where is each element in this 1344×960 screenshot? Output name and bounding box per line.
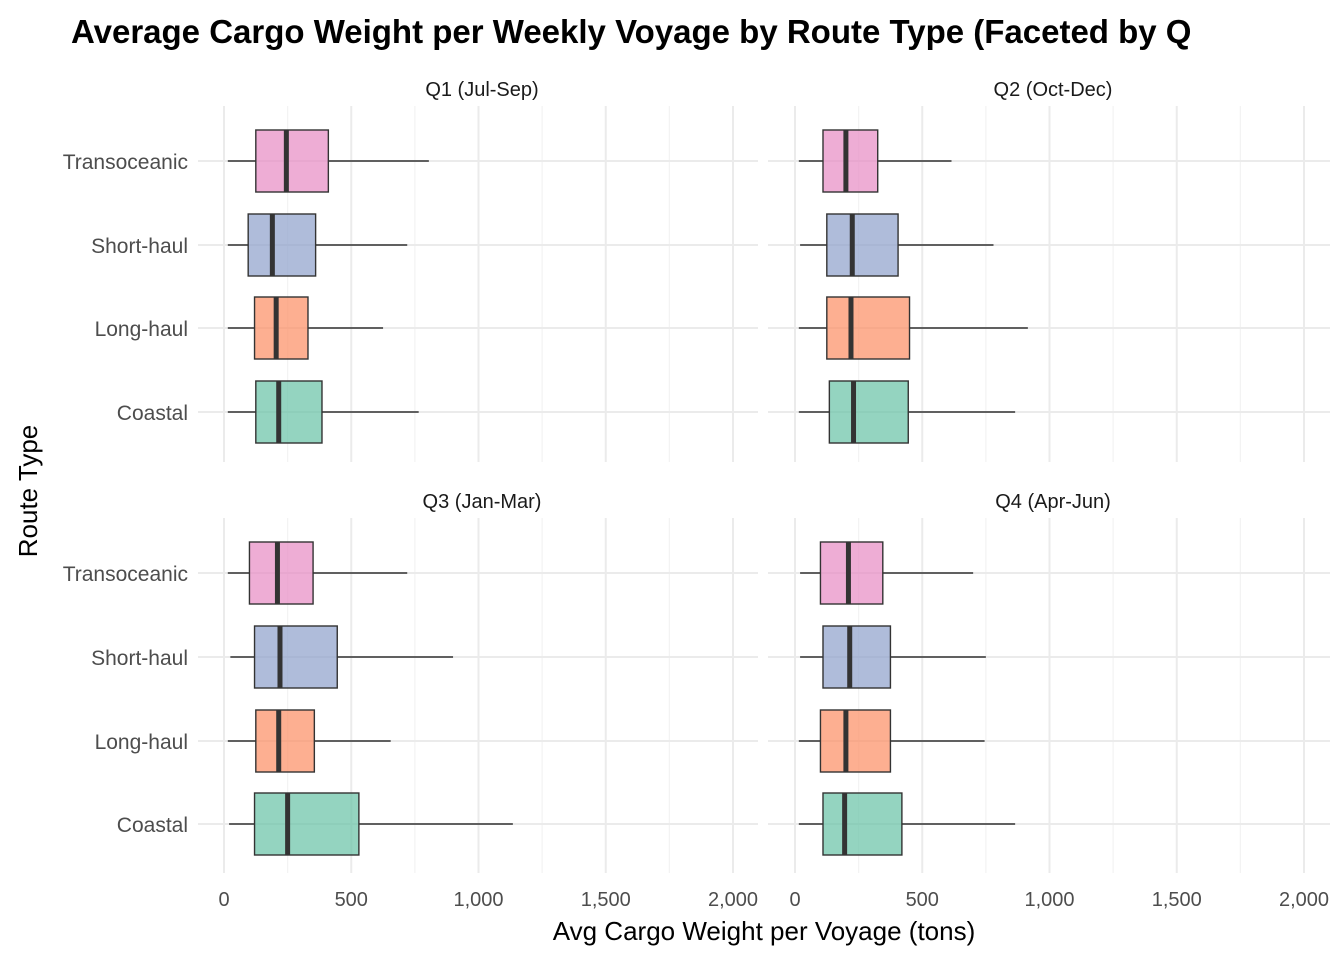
- boxplot-long-haul: [798, 296, 1028, 360]
- y-axis-title: Route Type: [13, 425, 43, 558]
- boxplot-long-haul: [227, 296, 384, 360]
- y-tick-label: Short-haul: [91, 235, 188, 258]
- boxplot-coastal: [798, 380, 1016, 444]
- y-tick-label: Long-haul: [95, 318, 188, 341]
- boxplot-short-haul: [800, 213, 994, 277]
- box-iqr: [253, 792, 360, 856]
- facet-panel: Q3 (Jan-Mar) Transoceanic Short-haul Long-h…: [63, 491, 758, 911]
- boxplot-transoceanic: [800, 541, 974, 605]
- box-iqr: [247, 213, 317, 277]
- facet-strip-label: Q1 (Jul-Sep): [425, 79, 538, 101]
- chart-title: Average Cargo Weight per Weekly Voyage b…: [71, 13, 1191, 50]
- box-iqr: [248, 541, 314, 605]
- box-iqr: [819, 541, 884, 605]
- boxplot-short-haul: [230, 625, 454, 689]
- facet-strip-label: Q2 (Oct-Dec): [994, 79, 1113, 101]
- facet-panel: Q4 (Apr-Jun) 0 500 1,000 1,500 2,000: [768, 491, 1330, 911]
- box-iqr: [255, 709, 316, 773]
- y-tick-label: Transoceanic: [63, 563, 188, 586]
- x-tick-label: 0: [789, 889, 800, 911]
- facet-panel: Q2 (Oct-Dec): [768, 79, 1330, 462]
- box-iqr: [822, 792, 903, 856]
- x-axis-title: Avg Cargo Weight per Voyage (tons): [553, 916, 976, 946]
- boxplot-transoceanic: [227, 541, 408, 605]
- boxplot-coastal: [227, 380, 419, 444]
- boxplot-long-haul: [227, 709, 391, 773]
- facet-panel: Q1 (Jul-Sep) Transoceanic Short-haul Long-h…: [63, 79, 758, 462]
- boxplot-short-haul: [227, 213, 408, 277]
- box-iqr: [253, 296, 309, 360]
- box-iqr: [826, 213, 899, 277]
- y-tick-label: Coastal: [117, 814, 188, 837]
- x-tick-label: 2,000: [708, 889, 758, 911]
- box-iqr: [255, 380, 323, 444]
- box-iqr: [253, 625, 338, 689]
- box-iqr: [828, 380, 909, 444]
- boxplot-transoceanic: [798, 129, 952, 193]
- boxplot-long-haul: [798, 709, 985, 773]
- facet-strip-label: Q3 (Jan-Mar): [423, 491, 542, 513]
- boxplot-transoceanic: [227, 129, 429, 193]
- facet-strip-label: Q4 (Apr-Jun): [995, 491, 1111, 513]
- box-iqr: [819, 709, 892, 773]
- x-tick-label: 1,000: [453, 889, 503, 911]
- x-tick-label: 500: [335, 889, 368, 911]
- box-iqr: [822, 625, 892, 689]
- facet-panels: Q1 (Jul-Sep) Transoceanic Short-haul Long-h…: [63, 79, 1330, 911]
- boxplot-coastal: [798, 792, 1016, 856]
- box-iqr: [822, 129, 879, 193]
- y-tick-label: Short-haul: [91, 647, 188, 670]
- x-tick-label: 1,000: [1024, 889, 1074, 911]
- boxplot-coastal: [229, 792, 513, 856]
- y-tick-label: Long-haul: [95, 731, 188, 754]
- x-tick-label: 0: [218, 889, 229, 911]
- x-tick-label: 2,000: [1279, 889, 1329, 911]
- y-tick-label: Transoceanic: [63, 151, 188, 174]
- x-tick-label: 1,500: [1152, 889, 1202, 911]
- x-tick-label: 1,500: [581, 889, 631, 911]
- box-iqr: [826, 296, 911, 360]
- boxplot-short-haul: [800, 625, 986, 689]
- x-tick-label: 500: [906, 889, 939, 911]
- box-iqr: [255, 129, 330, 193]
- y-tick-label: Coastal: [117, 402, 188, 425]
